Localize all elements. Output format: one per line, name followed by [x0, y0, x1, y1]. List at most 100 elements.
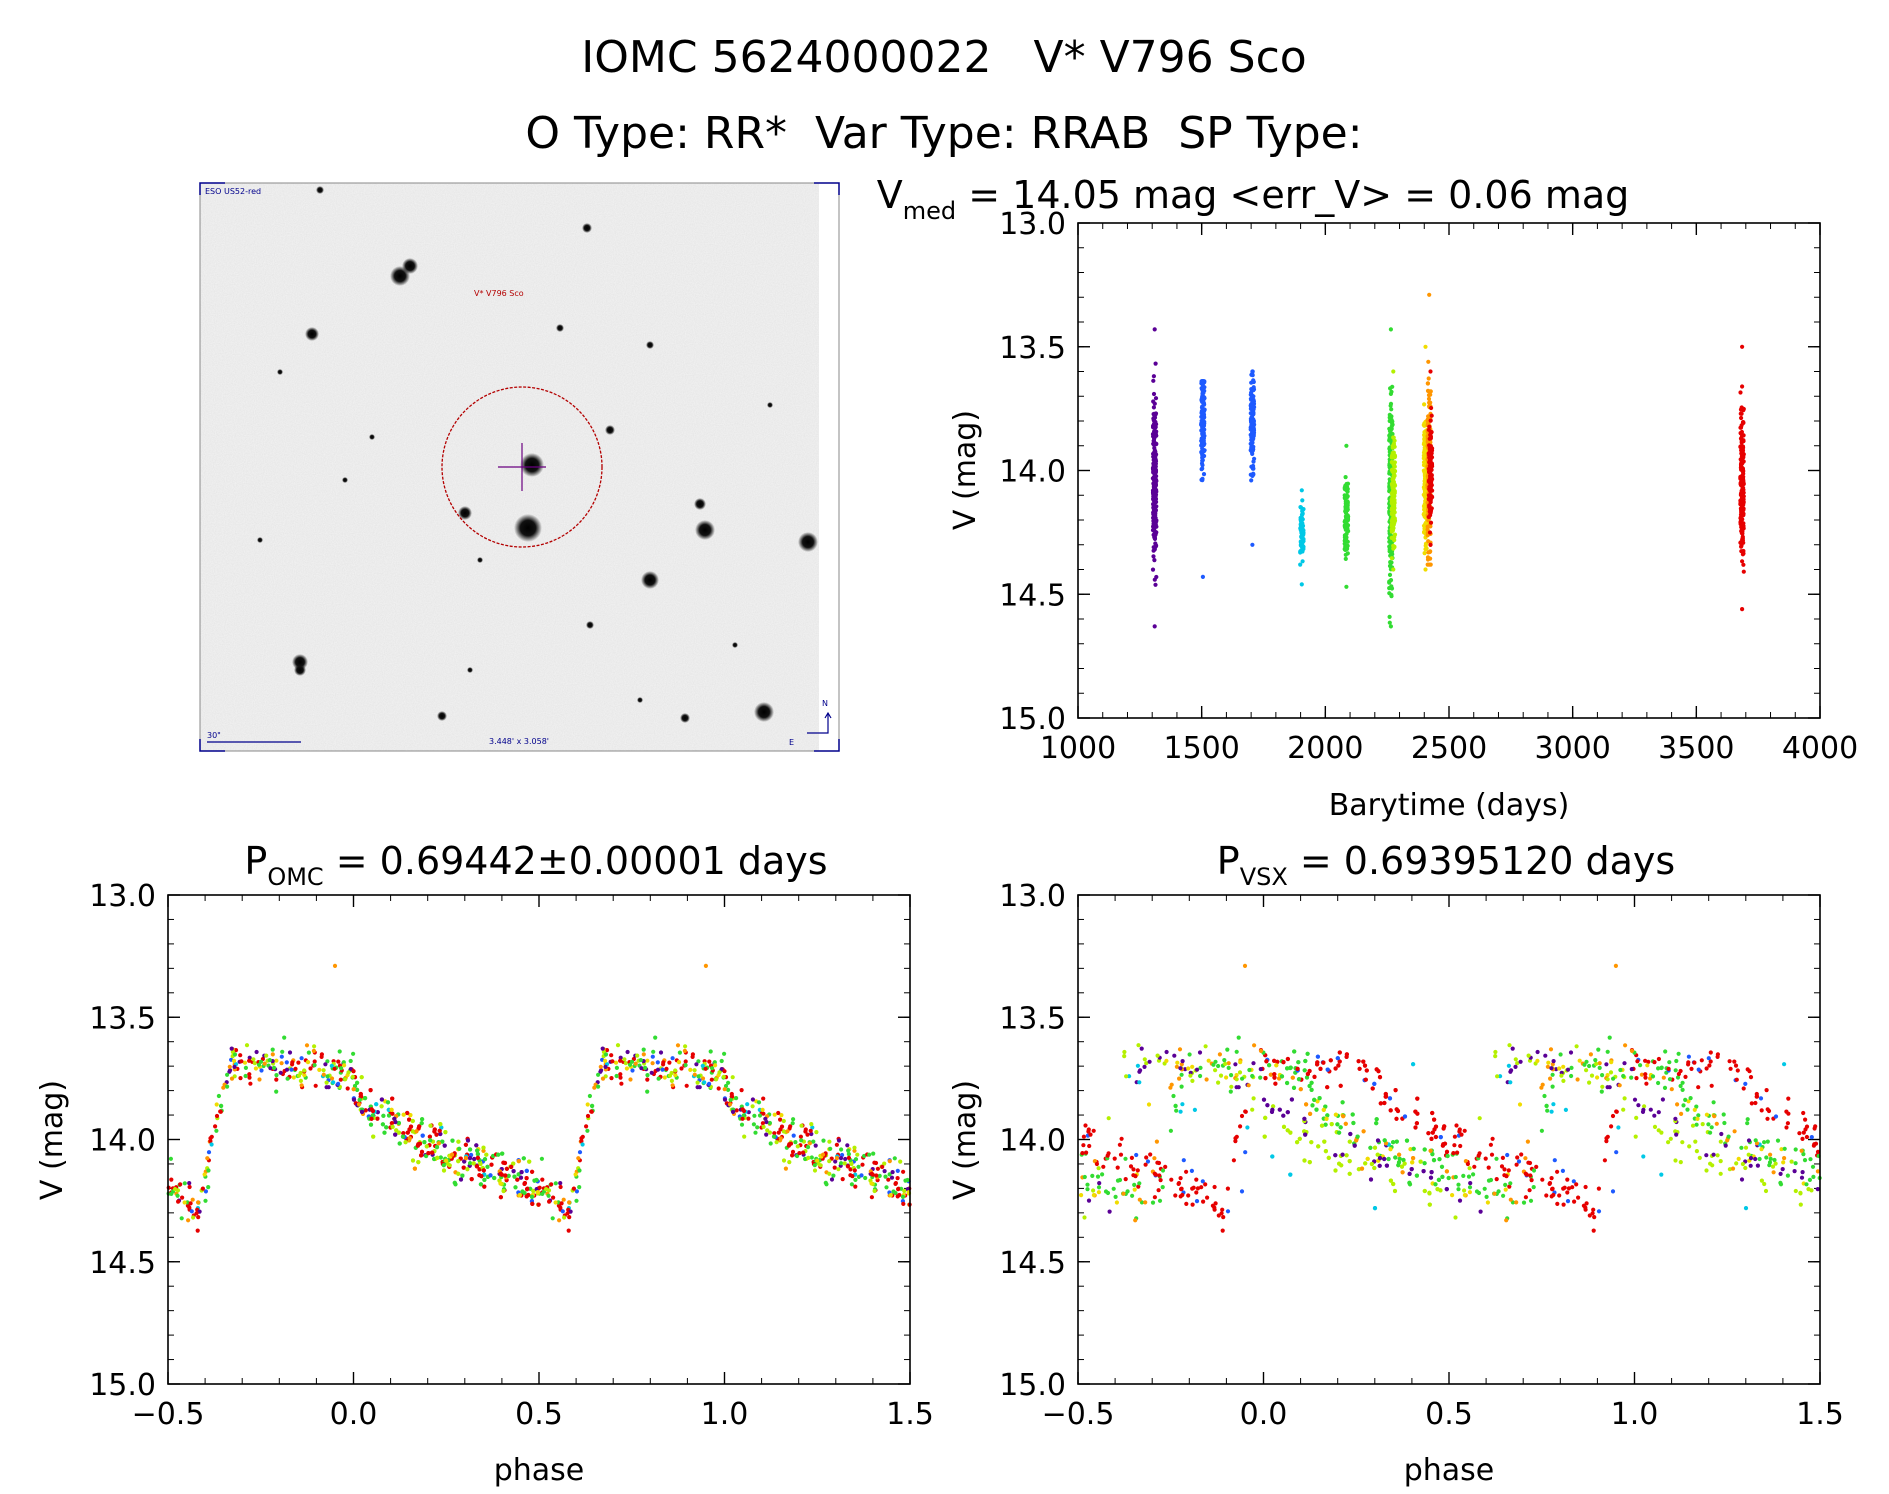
phase-point	[827, 1139, 832, 1144]
phase-point	[1544, 1103, 1549, 1109]
phase-point	[734, 1108, 739, 1113]
phase-point	[1773, 1114, 1779, 1119]
phase-point	[768, 1141, 773, 1146]
phase-point	[1239, 1113, 1245, 1119]
phase-point	[1718, 1139, 1723, 1144]
phase-point	[1764, 1155, 1769, 1160]
phase-point	[901, 1169, 906, 1174]
phase-point	[1154, 1139, 1159, 1144]
phase-point	[1103, 1189, 1109, 1194]
phase-point	[1177, 1076, 1182, 1081]
phase-point	[875, 1166, 881, 1171]
phase-point	[1144, 1155, 1149, 1160]
phase-point	[1683, 1074, 1688, 1079]
phase-vsx-ylabel: V (mag)	[948, 1080, 983, 1200]
phase-point	[1488, 1142, 1493, 1147]
phase-point	[1557, 1066, 1562, 1071]
phase-point	[1513, 1064, 1518, 1069]
finder-star	[257, 537, 263, 543]
phase-point	[1732, 1129, 1737, 1134]
phase-point	[214, 1128, 219, 1133]
phase-point	[1212, 1184, 1217, 1190]
phase-point	[618, 1072, 623, 1077]
phase-point	[1245, 1125, 1250, 1130]
phase-point	[1137, 1080, 1142, 1085]
timeseries-point	[1249, 390, 1254, 395]
phase-point	[267, 1058, 272, 1063]
timeseries-point	[1739, 411, 1744, 416]
x-tick-label: 0.0	[1240, 1397, 1288, 1432]
phase-point	[1152, 1156, 1157, 1161]
phase-point	[356, 1102, 362, 1107]
phase-point	[734, 1096, 739, 1101]
phase-point	[401, 1112, 406, 1117]
phase-point	[1309, 1080, 1314, 1085]
phase-point	[655, 1067, 661, 1072]
phase-point	[814, 1130, 819, 1135]
phase-point	[506, 1173, 511, 1178]
phase-point	[893, 1181, 899, 1186]
phase-point	[1404, 1138, 1410, 1143]
phase-point	[1369, 1161, 1374, 1167]
phase-point	[1584, 1068, 1589, 1073]
phase-point	[1413, 1109, 1418, 1114]
phase-point	[305, 1060, 311, 1065]
phase-point	[549, 1182, 554, 1187]
phase-point	[1263, 1076, 1268, 1081]
phase-point	[1547, 1181, 1553, 1186]
phase-point	[1129, 1155, 1134, 1160]
phase-point	[1268, 1072, 1273, 1077]
phase-point	[1216, 1080, 1221, 1085]
timeseries-point	[1250, 445, 1255, 450]
phase-point	[1542, 1093, 1547, 1099]
phase-point	[1514, 1200, 1519, 1205]
phase-point	[1296, 1077, 1302, 1082]
phase-point	[474, 1164, 479, 1169]
phase-point	[845, 1143, 850, 1148]
timeseries-point	[1249, 478, 1254, 483]
timeseries-point	[1252, 456, 1257, 461]
phase-point	[1477, 1151, 1482, 1156]
phase-point	[1704, 1112, 1709, 1117]
phase-point	[304, 1043, 310, 1048]
phase-point	[1117, 1177, 1123, 1183]
phase-point	[618, 1075, 623, 1080]
phase-point	[498, 1181, 503, 1186]
phase-point	[683, 1063, 688, 1068]
timeseries-point	[1739, 460, 1745, 465]
timeseries-points	[1150, 292, 1746, 629]
phase-point	[815, 1158, 820, 1163]
phase-point	[209, 1142, 214, 1147]
phase-point	[761, 1124, 766, 1129]
y-tick-label: 13.5	[999, 1001, 1066, 1036]
phase-point	[370, 1108, 376, 1114]
timeseries-point	[1739, 506, 1744, 511]
phase-point	[528, 1186, 533, 1191]
phase-point	[1465, 1161, 1470, 1167]
phase-point	[392, 1116, 397, 1121]
phase-point	[1523, 1156, 1528, 1161]
phase-point	[1748, 1156, 1754, 1161]
finder-frame	[199, 182, 840, 752]
phase-point	[805, 1132, 810, 1137]
phase-point	[1548, 1076, 1553, 1081]
phase-point	[1493, 1049, 1498, 1055]
timeseries-point	[1343, 552, 1348, 557]
phase-point	[1706, 1122, 1711, 1127]
phase-point	[1467, 1166, 1472, 1171]
phase-point	[540, 1177, 545, 1182]
phase-point	[1173, 1103, 1178, 1109]
phase-point	[302, 1073, 307, 1078]
phase-point	[827, 1171, 832, 1176]
phase-point	[369, 1116, 374, 1121]
phase-point	[1123, 1156, 1128, 1161]
phase-point	[1747, 1069, 1752, 1074]
timeseries-point	[1390, 505, 1395, 510]
phase-point	[254, 1049, 259, 1055]
phase-point	[243, 1073, 248, 1079]
timeseries-point	[1387, 446, 1392, 451]
phase-point	[175, 1188, 181, 1193]
phase-point	[1686, 1099, 1691, 1104]
timeseries-point	[1154, 504, 1159, 509]
phase-point	[1356, 1059, 1361, 1064]
